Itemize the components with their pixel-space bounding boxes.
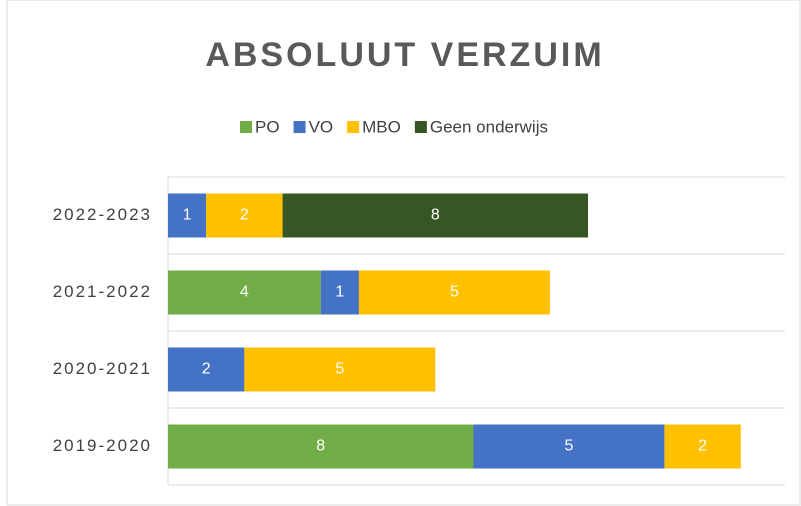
data-label: 2 <box>202 361 211 378</box>
data-label: 4 <box>240 284 249 301</box>
data-label: 8 <box>431 207 440 224</box>
data-label: 2 <box>240 207 249 224</box>
bar-segment <box>168 270 321 315</box>
bar-segment <box>206 193 283 238</box>
bar-segment <box>168 424 474 469</box>
legend-label: MBO <box>362 117 401 136</box>
data-label: 5 <box>335 361 344 378</box>
y-tick-label: 2020-2021 <box>53 359 152 378</box>
legend-label: PO <box>255 117 280 136</box>
legend-label: Geen onderwijs <box>430 117 548 136</box>
data-label: 5 <box>450 284 459 301</box>
bar-segment <box>320 270 359 315</box>
data-label: 2 <box>698 438 707 455</box>
y-tick-label: 2022-2023 <box>53 205 152 224</box>
bar-segment <box>664 424 741 469</box>
y-tick-label: 2019-2020 <box>53 436 152 455</box>
data-label: 8 <box>316 438 325 455</box>
legend-swatch <box>414 121 427 133</box>
legend-swatch <box>293 121 306 133</box>
chart-title: ABSOLUUT VERZUIM <box>205 36 604 74</box>
legend-label: VO <box>309 117 334 136</box>
y-tick-label: 2021-2022 <box>53 282 152 301</box>
bar-segment <box>244 347 436 392</box>
chart-border <box>6 0 801 506</box>
bar-segment <box>473 424 665 469</box>
bar-segment <box>282 193 589 238</box>
bar-segment <box>168 193 207 238</box>
data-label: 5 <box>565 438 574 455</box>
data-label: 1 <box>335 284 344 301</box>
bar-segment <box>168 347 245 392</box>
legend-swatch <box>347 121 360 133</box>
bar-segment <box>358 270 550 315</box>
legend-swatch <box>240 121 252 133</box>
data-label: 1 <box>183 207 192 224</box>
